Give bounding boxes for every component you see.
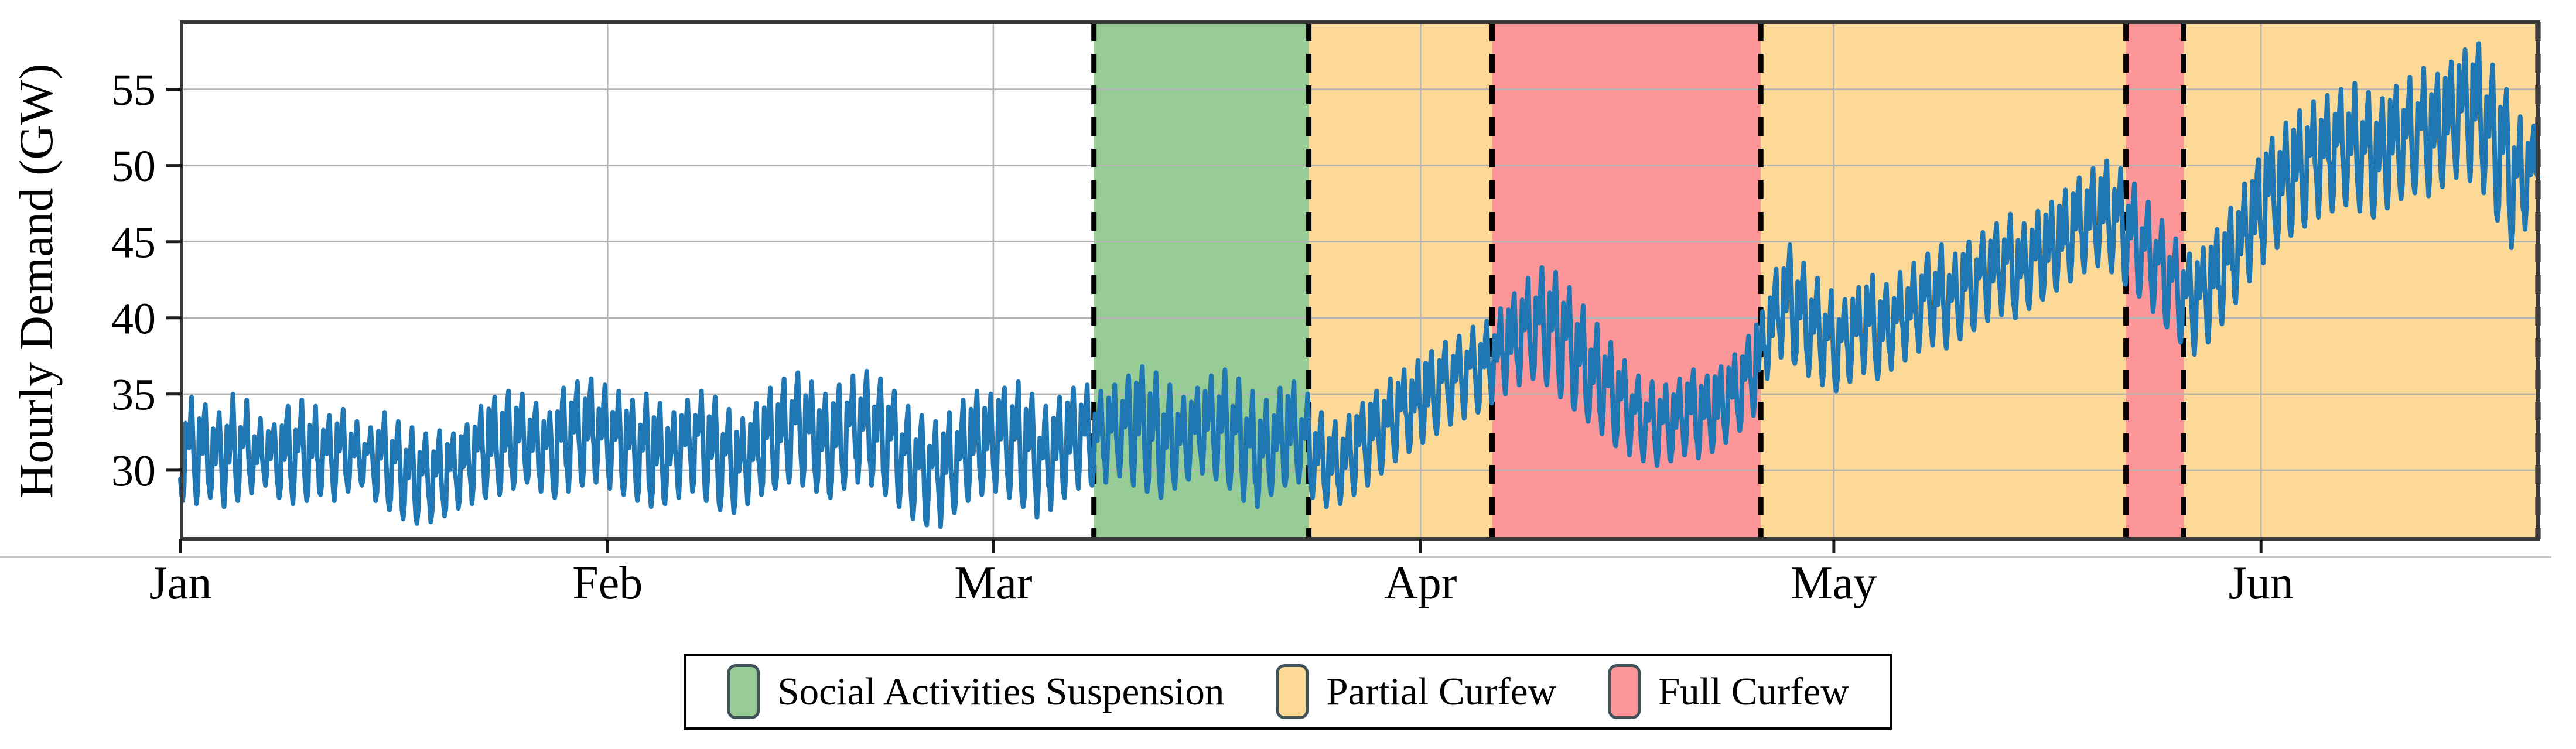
legend-label-full-curfew: Full Curfew bbox=[1658, 669, 1849, 713]
legend-label-partial-curfew: Partial Curfew bbox=[1326, 669, 1556, 713]
svg-text:Feb: Feb bbox=[572, 558, 643, 609]
svg-text:40: 40 bbox=[111, 294, 156, 343]
legend: Social Activities Suspension Partial Cur… bbox=[684, 654, 1892, 730]
svg-text:Apr: Apr bbox=[1384, 558, 1457, 609]
legend-label-social-activities: Social Activities Suspension bbox=[777, 669, 1225, 713]
svg-text:50: 50 bbox=[111, 142, 156, 191]
svg-text:45: 45 bbox=[111, 218, 156, 267]
y-axis-title: Hourly Demand (GW) bbox=[9, 63, 63, 499]
svg-text:55: 55 bbox=[111, 66, 156, 115]
demand-line-series bbox=[178, 41, 2540, 529]
legend-item-full-curfew: Full Curfew bbox=[1607, 664, 1849, 719]
legend-swatch-full-curfew-icon bbox=[1607, 664, 1641, 719]
axis-ticks bbox=[166, 88, 2263, 553]
svg-text:May: May bbox=[1791, 558, 1877, 609]
y-tick-labels: 30 35 40 45 50 55 bbox=[111, 66, 156, 495]
legend-item-partial-curfew: Partial Curfew bbox=[1276, 664, 1556, 719]
svg-text:35: 35 bbox=[111, 370, 156, 419]
svg-text:Mar: Mar bbox=[954, 558, 1032, 609]
svg-text:30: 30 bbox=[111, 447, 156, 496]
svg-text:Jan: Jan bbox=[149, 558, 212, 609]
legend-swatch-partial-curfew-icon bbox=[1276, 664, 1309, 719]
svg-text:Jun: Jun bbox=[2229, 558, 2294, 609]
legend-swatch-social-activities-icon bbox=[727, 664, 760, 719]
legend-item-social-activities-suspension: Social Activities Suspension bbox=[727, 664, 1224, 719]
plot-border bbox=[180, 20, 2540, 541]
x-tick-labels: Jan Feb Mar Apr May Jun bbox=[149, 558, 2294, 609]
